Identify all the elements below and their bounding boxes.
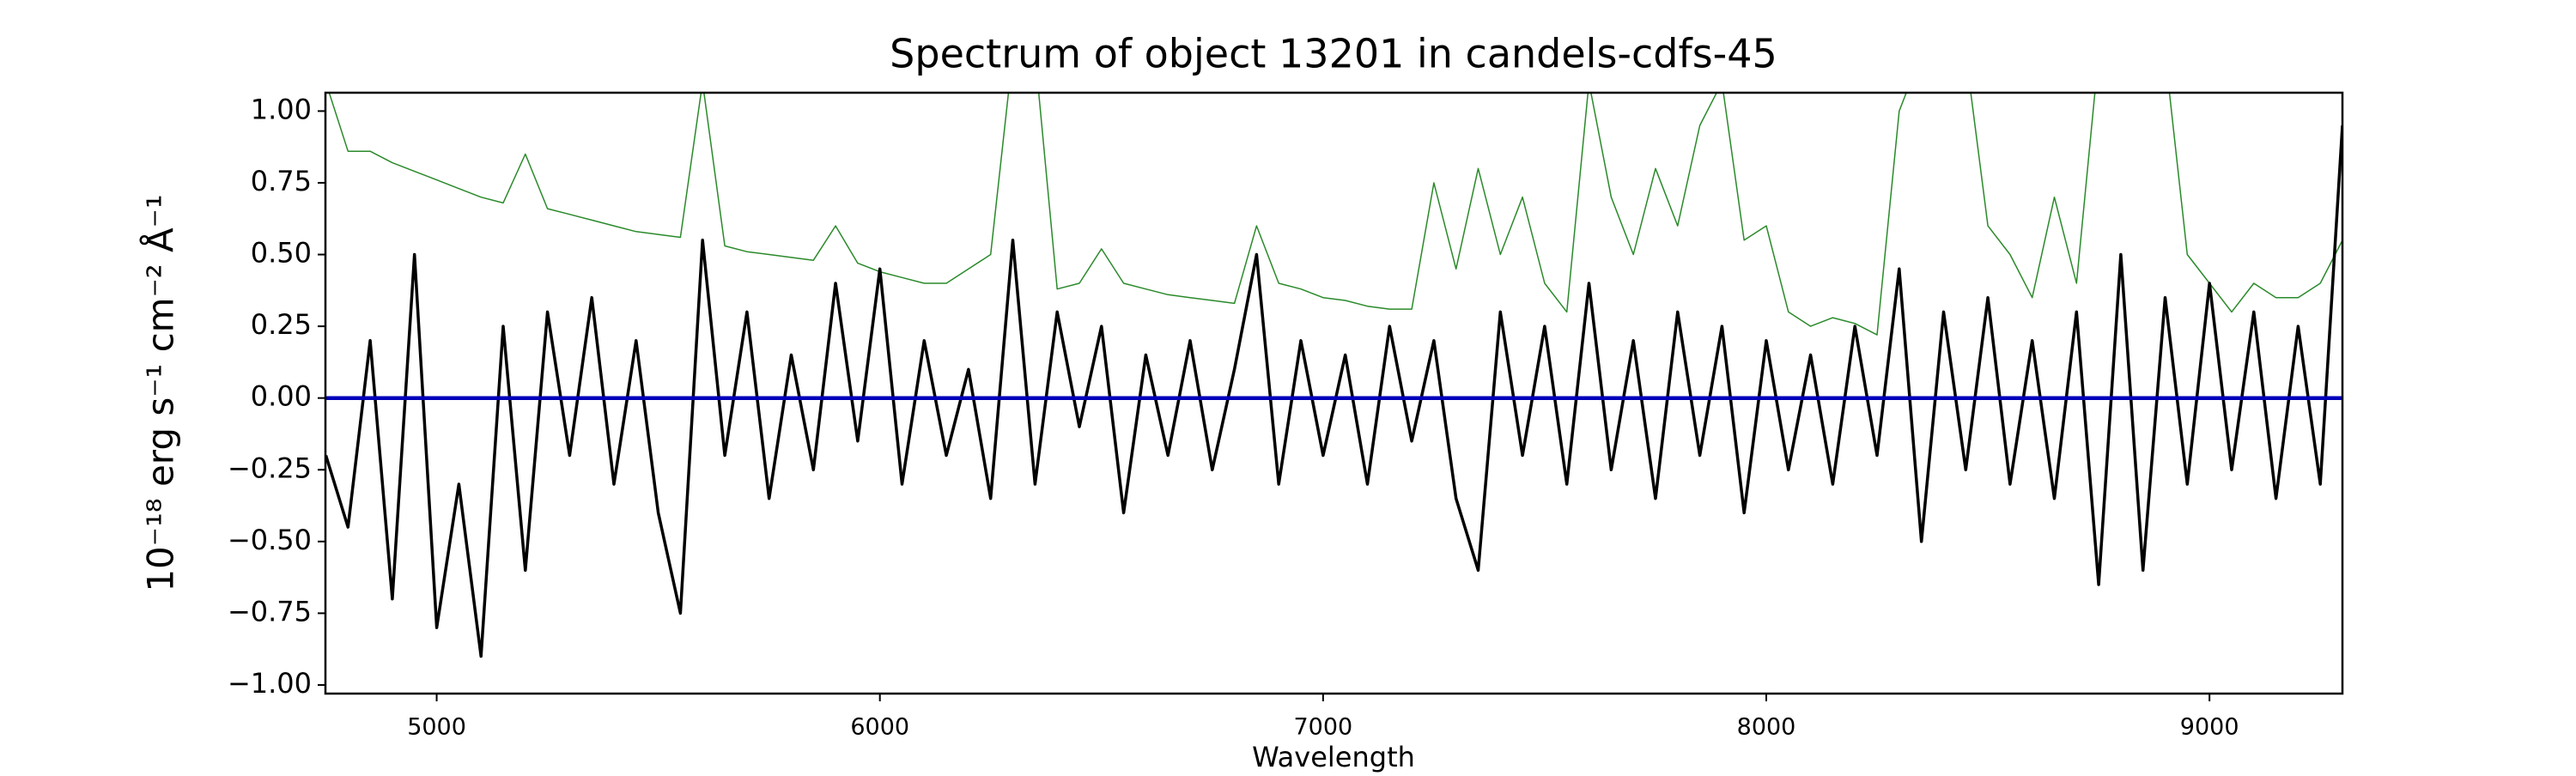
y-tick-label: 0.75: [251, 165, 312, 197]
x-tick-label: 9000: [2180, 714, 2239, 741]
y-tick-label: 0.25: [251, 308, 312, 341]
spectrum-line: [328, 93, 2342, 336]
chart-title: Spectrum of object 13201 in candels-cdfs…: [890, 31, 1777, 77]
y-tick-label: 1.00: [251, 93, 312, 125]
x-tick-label: 8000: [1737, 714, 1796, 741]
y-tick-label: 0.00: [251, 380, 312, 413]
x-tick-label: 6000: [850, 714, 909, 741]
axes-frame: [324, 91, 2344, 695]
y-axis-label: 10⁻¹⁸ erg s⁻¹ cm⁻² Å⁻¹: [139, 194, 182, 591]
y-tick-label: −0.50: [228, 524, 312, 556]
spectrum-line: [325, 124, 2342, 658]
plot-area: [325, 93, 2342, 658]
x-axis-label: Wavelength: [1252, 741, 1415, 773]
y-tick-label: 0.50: [251, 237, 312, 270]
y-tick-label: −0.25: [228, 452, 312, 484]
x-tick-label: 7000: [1293, 714, 1352, 741]
x-tick-label: 5000: [407, 714, 466, 741]
y-tick-label: −0.75: [228, 595, 312, 627]
y-tick-label: −1.00: [228, 667, 312, 700]
